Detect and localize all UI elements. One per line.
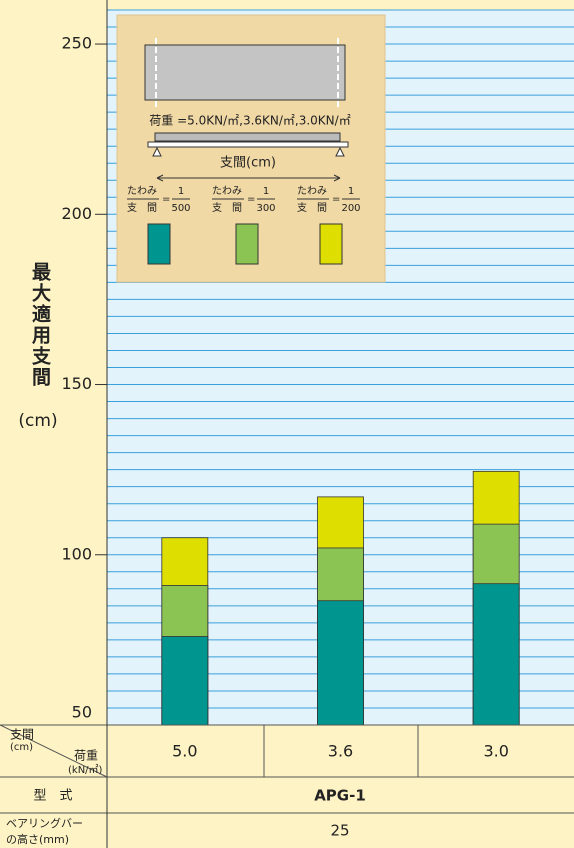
legend-ratio: 1: [348, 186, 354, 197]
corner-top: 支間: [10, 728, 34, 742]
span-arrow: [156, 174, 341, 182]
model-header: 型 式: [33, 789, 72, 804]
corner-bottom-unit: (kN/㎡): [68, 764, 103, 776]
y-tick-label: 150: [61, 374, 92, 393]
bar: [161, 636, 209, 726]
legend-label: 300: [256, 203, 275, 214]
y-tick-label: 250: [61, 34, 92, 53]
bar: [472, 583, 520, 726]
legend-equals: =: [247, 194, 255, 205]
legend-swatch: [319, 223, 343, 265]
y-axis-unit: (cm): [18, 411, 57, 431]
legend-denominator: 支 間: [127, 202, 157, 214]
plate: [144, 44, 346, 101]
legend-label: 500: [171, 203, 190, 214]
bar: [317, 600, 364, 726]
height-header: の高さ(mm): [6, 832, 69, 846]
y-tick-label: 200: [61, 204, 92, 223]
legend-equals: =: [332, 194, 340, 205]
supports: [152, 146, 345, 157]
legend-numerator: たわみ: [212, 185, 242, 197]
load-block: [154, 132, 341, 142]
load-label: 荷重 =5.0KN/㎡,3.6KN/㎡,3.0KN/㎡: [149, 114, 350, 128]
y-tick-label: 100: [61, 544, 92, 563]
legend-numerator: たわみ: [127, 185, 157, 197]
height: 25: [330, 822, 349, 840]
legend-ratio: 1: [178, 186, 184, 197]
x-category: 5.0: [172, 742, 197, 761]
corner-bottom: 荷重: [74, 749, 98, 763]
legend-box: 荷重 =5.0KN/㎡,3.6KN/㎡,3.0KN/㎡ 支間(cm) たわみ支 …: [116, 14, 386, 283]
span-label: 支間(cm): [220, 156, 276, 171]
legend-denominator: 支 間: [297, 202, 327, 214]
x-category: 3.6: [328, 742, 353, 761]
legend-ratio: 1: [263, 186, 269, 197]
beam: [147, 141, 349, 148]
height-header: ベアリングバー: [6, 816, 83, 830]
x-category: 3.0: [483, 742, 508, 761]
legend-equals: =: [162, 194, 170, 205]
legend-numerator: たわみ: [297, 185, 327, 197]
legend-swatch: [147, 223, 171, 265]
y-axis-label: 最大適用支間: [29, 262, 52, 388]
corner-diagonal: [0, 724, 108, 778]
corner-top-unit: (cm): [10, 742, 33, 753]
legend-label: 200: [341, 203, 360, 214]
model: APG-1: [314, 787, 366, 805]
legend-swatch: [235, 223, 259, 265]
y-tick-label: 50: [72, 703, 92, 722]
legend-denominator: 支 間: [212, 202, 242, 214]
